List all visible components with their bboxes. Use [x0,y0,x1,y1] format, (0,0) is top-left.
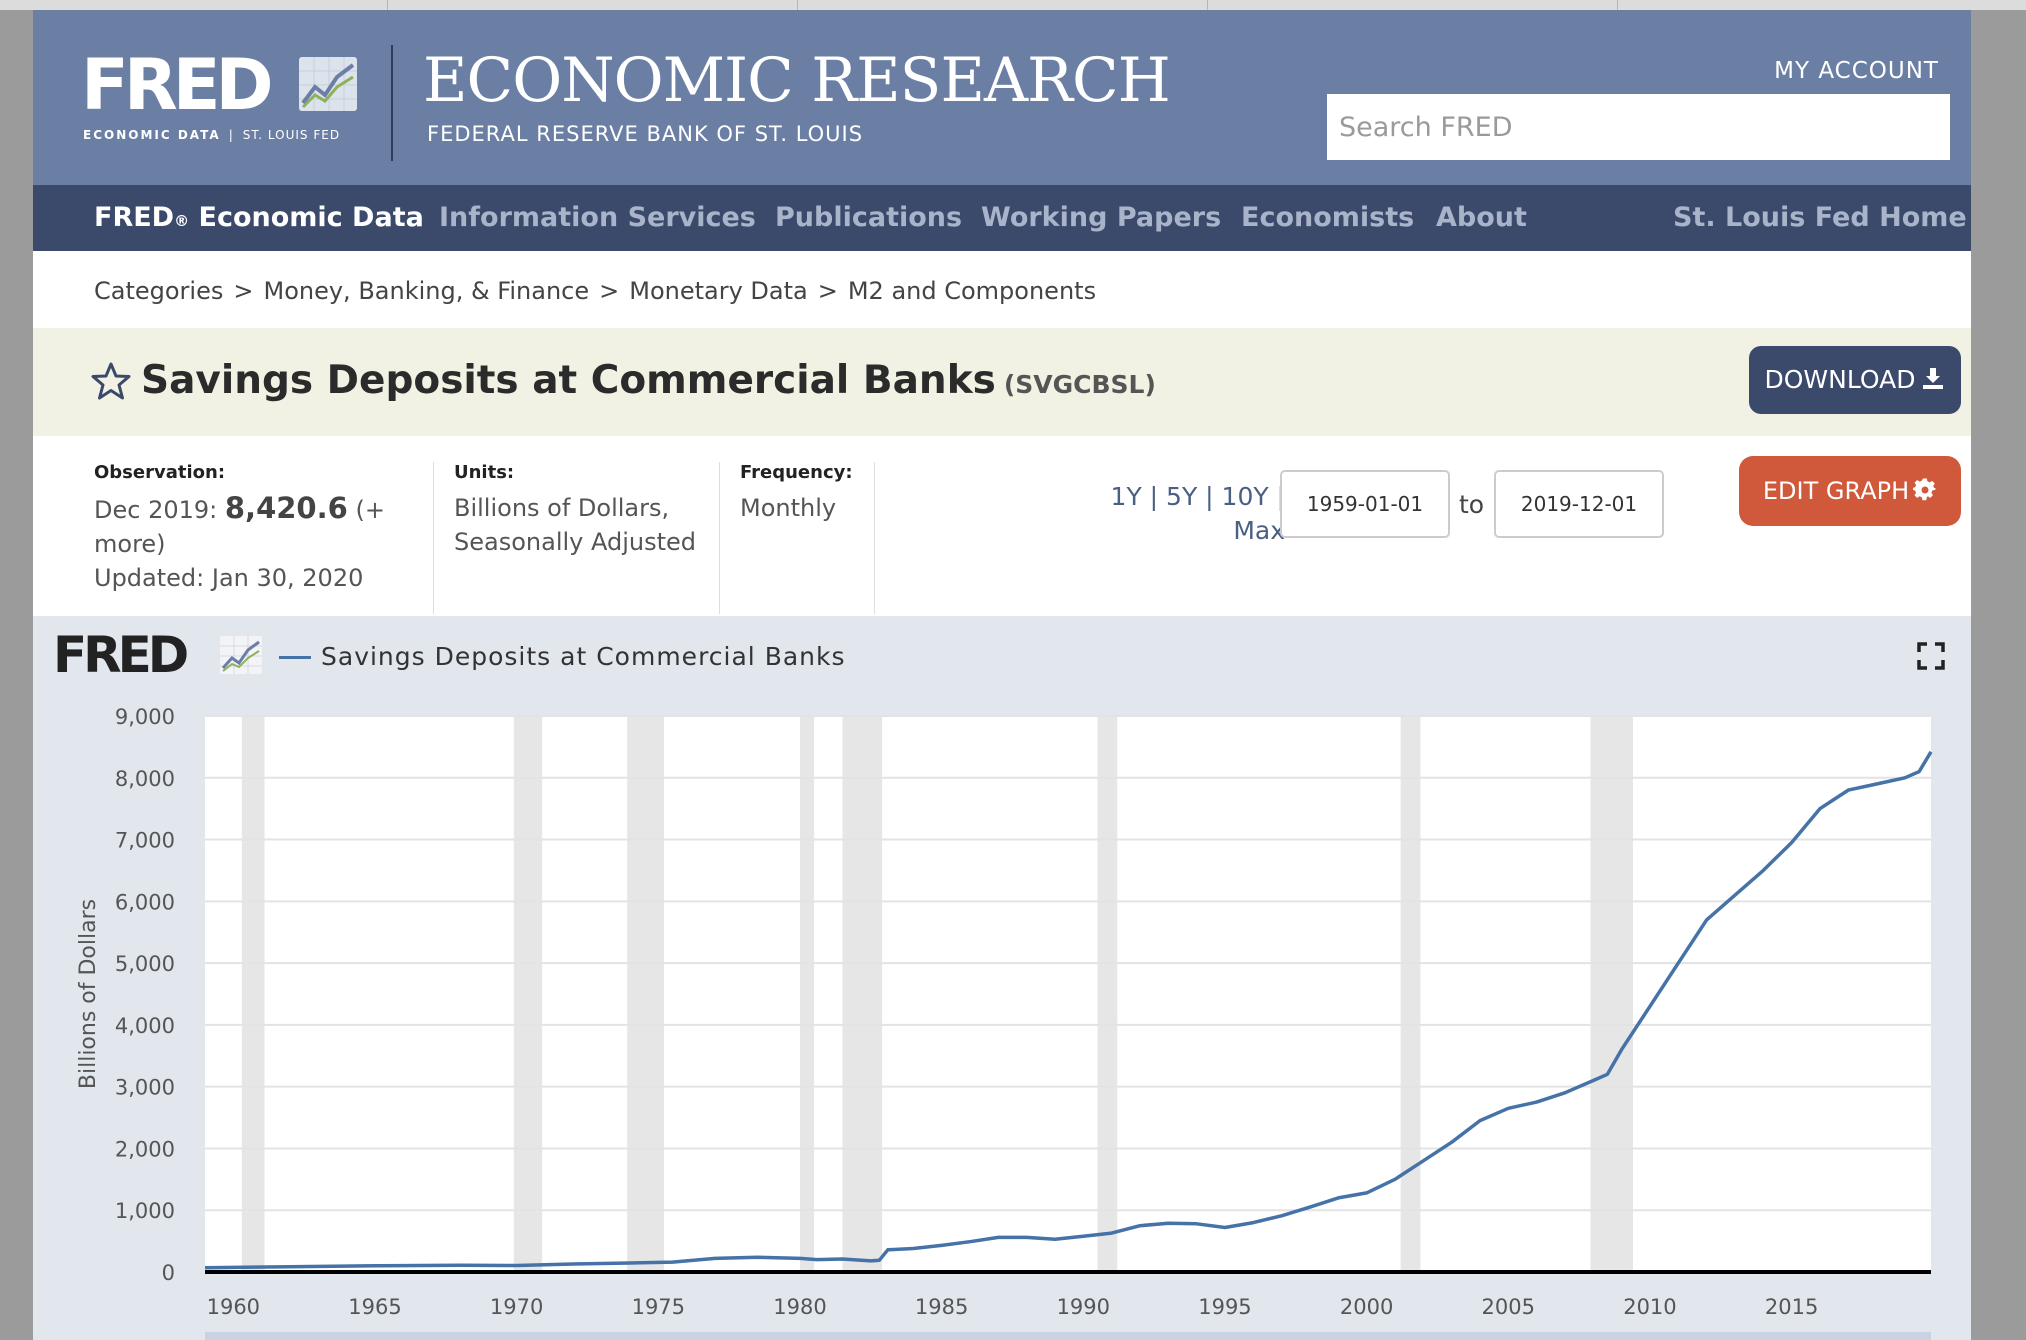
x-tick-label-2005: 2005 [1482,1295,1535,1319]
main-nav: FRED® Economic Data Information Services… [33,185,1971,251]
search-input[interactable] [1327,94,1950,160]
download-icon [1923,368,1944,389]
star-icon[interactable] [91,361,131,401]
updated-date: Updated: Jan 30, 2020 [94,564,364,592]
graph-fred-chart-icon [220,636,262,674]
y-tick-label-9000: 9,000 [115,705,175,729]
x-tick-label-1985: 1985 [915,1295,968,1319]
x-tick-label-1975: 1975 [632,1295,685,1319]
y-tick-label-2000: 2,000 [115,1137,175,1161]
observation-value: 8,420.6 [224,491,348,525]
recession-band-2 [627,716,664,1272]
y-tick-label-3000: 3,000 [115,1076,175,1100]
browser-tab-strip [0,0,2026,10]
recession-band-1 [513,716,543,1272]
graph-fred-logo: FRED [53,626,189,684]
range-links[interactable]: 1Y | 5Y | 10Y | Max [1110,482,1285,545]
series-title-bar: Savings Deposits at Commercial Banks (SVG… [33,328,1971,436]
x-tick-label-1960: 1960 [207,1295,260,1319]
graph-panel: FRED Savings Deposits at Commercial Bank… [33,616,1971,1340]
download-button[interactable]: DOWNLOAD [1749,346,1961,414]
page-title: Savings Deposits at Commercial Banks (SVG… [141,358,1156,403]
breadcrumb-money-banking[interactable]: Money, Banking, & Finance [263,277,590,305]
y-tick-label-8000: 8,000 [115,767,175,791]
savings-deposits-chart[interactable]: 0 1,000 2,000 3,000 4,000 5,000 6,000 7,000 8,00… [33,616,1971,1340]
nav-st-louis-fed-home[interactable]: St. Louis Fed Home [1673,202,1967,233]
breadcrumb-categories[interactable]: Categories [94,277,224,305]
observation-block: Observation: Dec 2019: 8,420.6 (+ more) U… [94,462,394,595]
masthead: FRED ECONOMIC DATA | ST. LOUIS FED ECONOMI… [33,10,1971,185]
recession-band-4 [842,716,883,1272]
my-account-link[interactable]: MY ACCOUNT [1774,58,1939,84]
recession-band-5 [1097,716,1118,1272]
gear-icon [1912,478,1938,501]
fred-chart-logo-icon[interactable] [299,57,357,111]
recession-band-7 [1590,716,1633,1272]
nav-about[interactable]: About [1436,202,1527,233]
legend-swatch [279,656,311,659]
units-block: Units: Billions of Dollars, Seasonally A… [454,462,697,556]
nav-information-services[interactable]: Information Services [439,202,756,233]
y-tick-label-0: 0 [162,1261,175,1285]
y-tick-label-4000: 4,000 [115,1014,175,1038]
org-title[interactable]: ECONOMIC RESEARCH [423,45,1171,116]
fred-logo[interactable]: FRED [81,44,274,126]
nav-fred-economic-data[interactable]: FRED® Economic Data [94,202,424,233]
breadcrumb: Categories > Money, Banking, & Finance > Mon… [94,277,1097,305]
org-subtitle: FEDERAL RESERVE BANK OF ST. LOUIS [427,122,864,146]
series-line-0 [204,750,1933,1270]
x-tick-label-1990: 1990 [1057,1295,1110,1319]
start-date-input[interactable]: 1959-01-01 [1280,470,1450,538]
y-tick-label-1000: 1,000 [115,1199,175,1223]
x-tick-label-1995: 1995 [1198,1295,1251,1319]
x-tick-label-2000: 2000 [1340,1295,1393,1319]
y-tick-label-6000: 6,000 [115,890,175,914]
nav-publications[interactable]: Publications [775,202,963,233]
nav-working-papers[interactable]: Working Papers [981,202,1222,233]
fullscreen-icon[interactable] [1917,642,1945,670]
x-tick-label-1965: 1965 [348,1295,401,1319]
legend-label: Savings Deposits at Commercial Banks [321,642,846,671]
x-tick-label-2010: 2010 [1623,1295,1676,1319]
y-axis-label: Billions of Dollars [76,899,101,1089]
end-date-input[interactable]: 2019-12-01 [1494,470,1664,538]
breadcrumb-monetary-data[interactable]: Monetary Data [629,277,808,305]
nav-economists[interactable]: Economists [1241,202,1415,233]
recession-band-6 [1400,716,1421,1272]
recession-band-0 [241,716,265,1272]
y-tick-label-7000: 7,000 [115,829,175,853]
x-tick-label-1980: 1980 [773,1295,826,1319]
plot-area [205,716,1931,1272]
x-tick-label-1970: 1970 [490,1295,543,1319]
to-label: to [1459,490,1485,519]
recession-band-3 [799,716,815,1272]
edit-graph-button[interactable]: EDIT GRAPH [1739,456,1961,526]
navigator-strip [205,1332,1931,1340]
series-id: (SVGCBSL) [1003,370,1156,399]
more-link[interactable]: (+ [355,496,385,524]
fred-logo-subtitle: ECONOMIC DATA | ST. LOUIS FED [83,128,341,142]
breadcrumb-m2-components[interactable]: M2 and Components [847,277,1097,305]
masthead-divider [391,45,393,161]
y-tick-label-5000: 5,000 [115,952,175,976]
fred-page: FRED ECONOMIC DATA | ST. LOUIS FED ECONOMI… [33,10,1971,1340]
frequency-block: Frequency: Monthly [740,462,853,522]
x-tick-label-2015: 2015 [1765,1295,1818,1319]
